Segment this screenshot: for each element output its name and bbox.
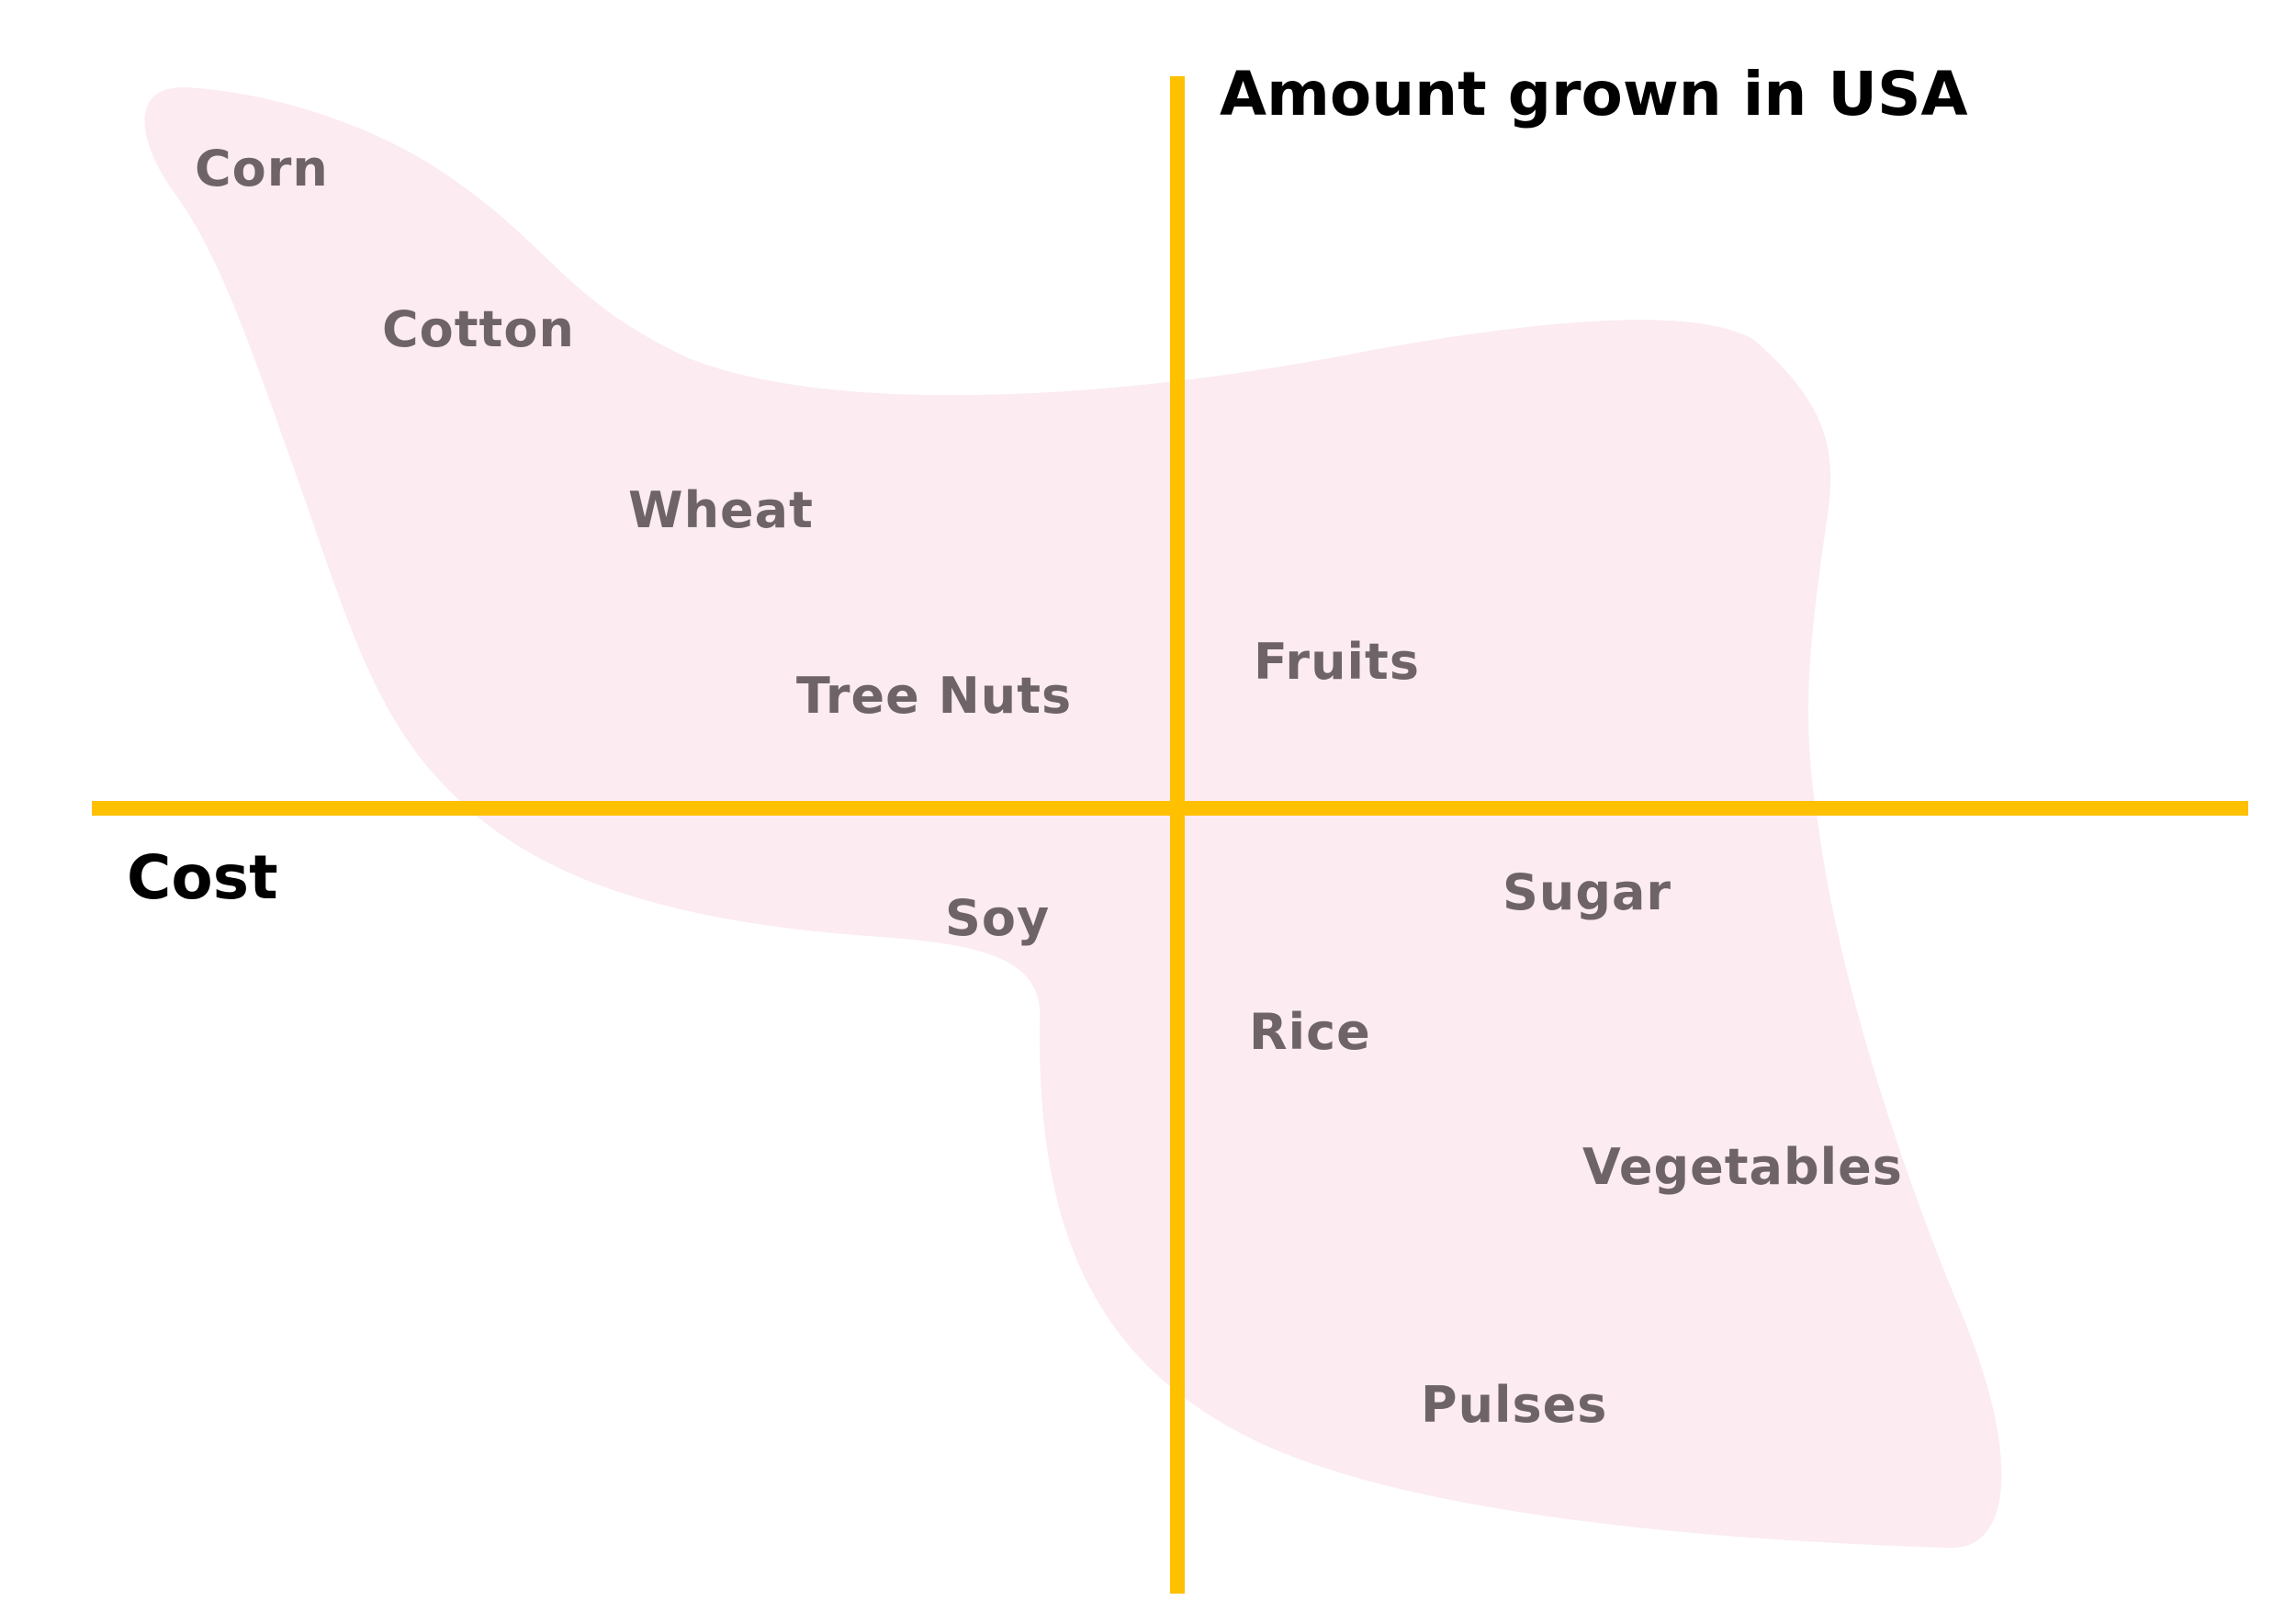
crop-label-corn: Corn [195,140,329,197]
crop-label-sugar: Sugar [1503,863,1671,921]
crop-label-rice: Rice [1249,1003,1371,1061]
crop-label-wheat: Wheat [628,481,814,539]
crop-label-cotton: Cotton [382,300,575,358]
crop-label-fruits: Fruits [1254,633,1420,691]
highlight-region [144,87,2002,1549]
vertical-axis-title: Amount grown in USA [1220,59,1968,130]
crop-label-pulses: Pulses [1421,1376,1607,1434]
crop-label-tree-nuts: Tree Nuts [796,667,1072,725]
crop-label-soy: Soy [945,889,1050,947]
crop-label-vegetables: Vegetables [1582,1138,1903,1196]
horizontal-axis-title: Cost [127,842,278,913]
